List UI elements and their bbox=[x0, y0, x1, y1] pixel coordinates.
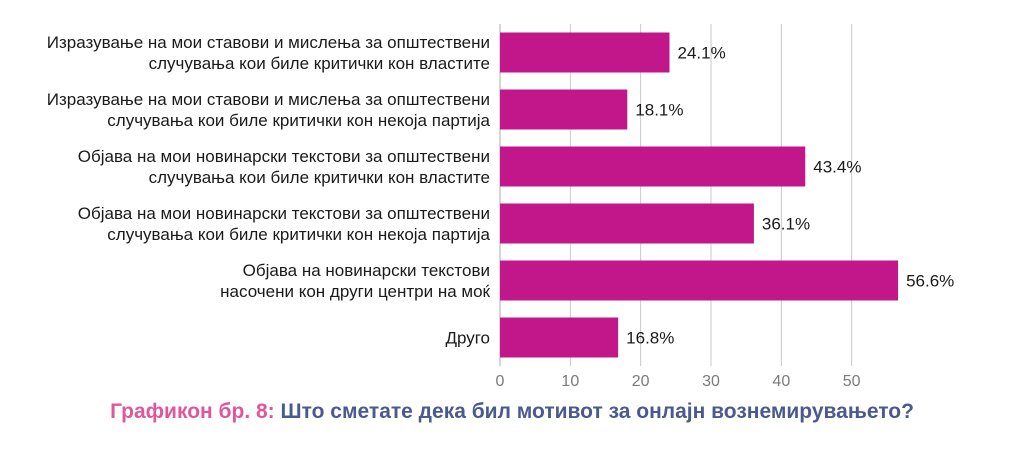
x-tick-label: 30 bbox=[702, 373, 720, 390]
category-label-line: насочени кон други центри на моќ bbox=[220, 282, 490, 301]
category-label-line: случувања кои биле критички кон властите bbox=[149, 168, 490, 187]
x-tick-label: 10 bbox=[561, 373, 579, 390]
category-label: Друго bbox=[445, 329, 490, 348]
category-label: Објава на новинарски текстови насочени ко… bbox=[220, 261, 490, 301]
bar bbox=[500, 203, 754, 244]
value-label: 36.1% bbox=[762, 215, 810, 234]
category-label: Изразување на мои ставови и мислења за о… bbox=[47, 90, 491, 130]
category-label: Изразување на мои ставови и мислења за о… bbox=[47, 33, 490, 73]
bar-chart: Изразување на мои ставови и мислења за о… bbox=[47, 24, 954, 390]
x-tick-label: 20 bbox=[632, 373, 650, 390]
value-label: 56.6% bbox=[906, 272, 954, 291]
x-tick-label: 0 bbox=[496, 373, 505, 390]
category-label-line: Изразување на мои ставови и мислења за о… bbox=[47, 90, 490, 109]
bars bbox=[500, 32, 899, 358]
category-label: Објава на мои новинарски текстови за опш… bbox=[78, 204, 491, 244]
category-label-line: случувања кои биле критички кон властите bbox=[149, 54, 490, 73]
bar bbox=[500, 317, 619, 358]
category-label: Објава на мои новинарски текстови за опш… bbox=[78, 147, 490, 187]
x-tick-label: 40 bbox=[772, 373, 790, 390]
caption-prefix: Графикон бр. 8: bbox=[110, 400, 275, 423]
value-label: 18.1% bbox=[635, 101, 683, 120]
caption-question: Што сметате дека бил мотивот за онлајн в… bbox=[280, 400, 914, 423]
value-labels: 24.1% 18.1% 43.4% 36.1% 56.6% 16.8% bbox=[626, 44, 954, 348]
grid-lines bbox=[499, 24, 853, 366]
bar bbox=[500, 89, 628, 130]
bar bbox=[500, 146, 806, 187]
value-label: 43.4% bbox=[813, 158, 861, 177]
chart-caption: Графикон бр. 8: Што сметате дека бил мот… bbox=[0, 400, 1024, 424]
x-tick-label: 50 bbox=[843, 373, 861, 390]
category-label-line: Објава на мои новинарски текстови за опш… bbox=[78, 147, 490, 166]
category-labels: Изразување на мои ставови и мислења за о… bbox=[47, 33, 491, 348]
category-label-line: Друго bbox=[445, 329, 490, 348]
bar bbox=[500, 260, 899, 301]
value-label: 24.1% bbox=[678, 44, 726, 63]
category-label-line: Објава на мои новинарски текстови за опш… bbox=[78, 204, 490, 223]
category-label-line: случувања кои биле критички кон некоја п… bbox=[107, 225, 490, 244]
x-axis-ticks: 0 10 20 30 40 50 bbox=[496, 373, 861, 390]
bar bbox=[500, 32, 670, 73]
category-label-line: случувања кои биле критички кон некоја п… bbox=[107, 111, 490, 130]
category-label-line: Објава на новинарски текстови bbox=[243, 261, 490, 280]
category-label-line: Изразување на мои ставови и мислења за о… bbox=[47, 33, 490, 52]
value-label: 16.8% bbox=[626, 329, 674, 348]
